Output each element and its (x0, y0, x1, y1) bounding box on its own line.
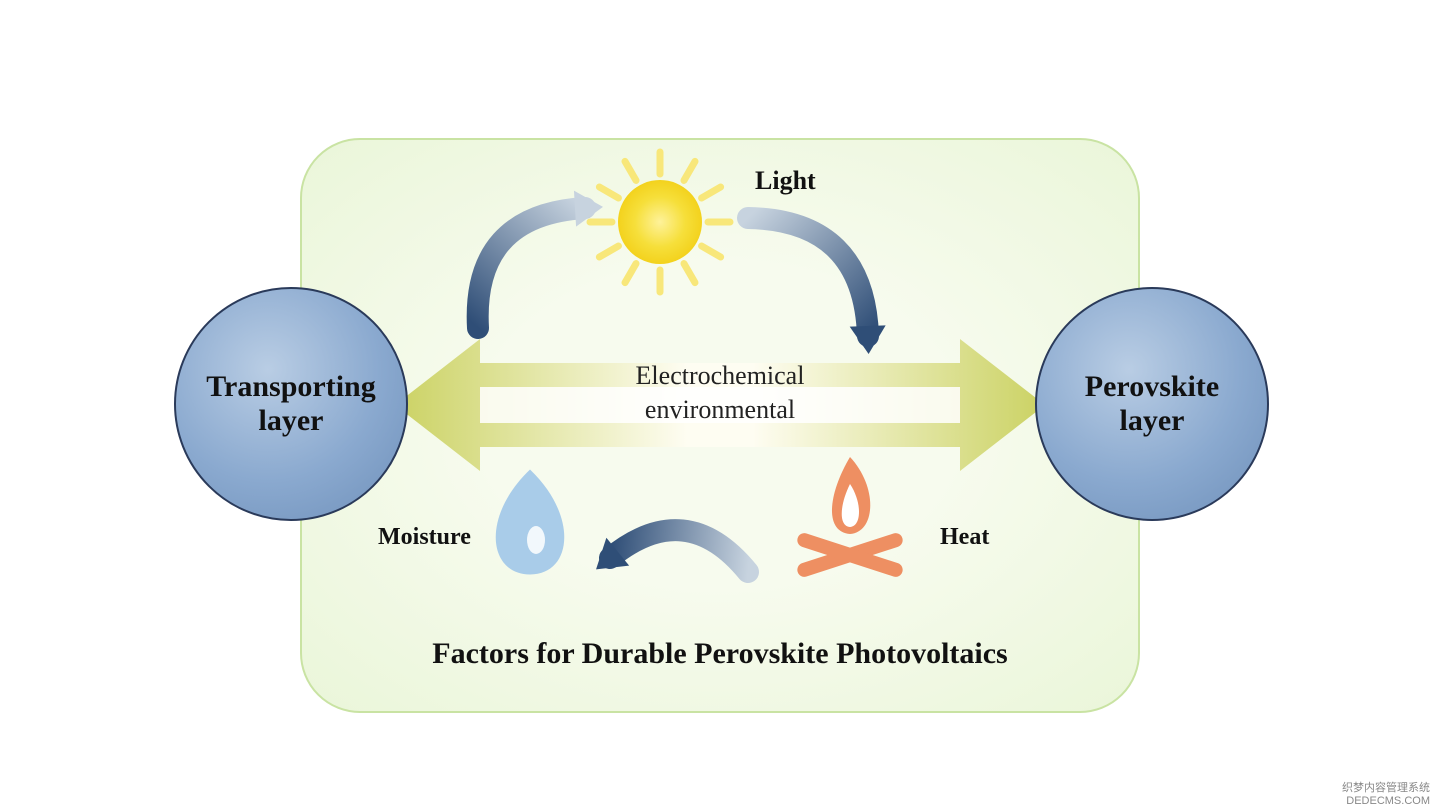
moisture-label: Moisture (378, 524, 471, 551)
watermark: 织梦内容管理系统DEDECMS.COM (1342, 782, 1430, 808)
diagram-title: Factors for Durable Perovskite Photovolt… (300, 635, 1140, 673)
light-label: Light (755, 166, 816, 196)
perovskite-layer-circle: Perovskitelayer (1035, 287, 1269, 521)
heat-label: Heat (940, 524, 989, 551)
perovskite-layer-circle-label: Perovskitelayer (1085, 370, 1219, 439)
transporting-layer-circle: Transportinglayer (174, 287, 408, 521)
transporting-layer-circle-label: Transportinglayer (206, 370, 375, 439)
